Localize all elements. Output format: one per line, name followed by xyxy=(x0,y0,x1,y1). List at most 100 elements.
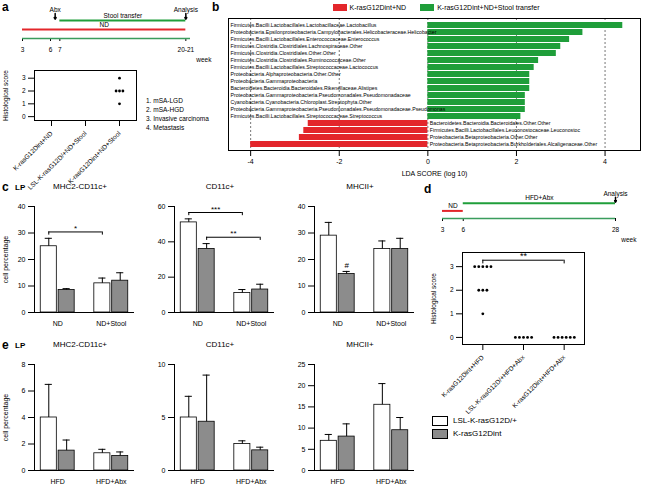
svg-text:HFD: HFD xyxy=(331,478,345,485)
svg-text:15: 15 xyxy=(298,403,306,410)
svg-text:week: week xyxy=(620,236,637,243)
svg-text:20: 20 xyxy=(298,256,306,263)
svg-text:ND+Stool: ND+Stool xyxy=(236,320,267,327)
svg-text:10: 10 xyxy=(298,424,306,431)
svg-text:8: 8 xyxy=(22,361,26,368)
svg-text:Analysis: Analysis xyxy=(174,6,199,14)
svg-text:Histological score: Histological score xyxy=(430,273,438,324)
svg-text:0: 0 xyxy=(162,309,166,316)
svg-text:5: 5 xyxy=(162,414,166,421)
svg-text:0: 0 xyxy=(450,334,454,341)
svg-text:3: 3 xyxy=(22,74,26,81)
svg-text:1: 1 xyxy=(450,310,454,317)
svg-text:0: 0 xyxy=(302,467,306,474)
svg-text:Proteobacteria.Gammaproteobact: Proteobacteria.Gammaproteobacteria.Pseud… xyxy=(231,92,411,98)
svg-text:40: 40 xyxy=(18,203,26,210)
svg-text:#: # xyxy=(344,261,349,270)
svg-text:4: 4 xyxy=(22,414,26,421)
svg-text:Firmicutes.Bacilli.Lactobacill: Firmicutes.Bacilli.Lactobacillales.Enter… xyxy=(231,36,380,42)
svg-text:HFD+Abx: HFD+Abx xyxy=(236,478,267,485)
svg-text:4: 4 xyxy=(603,158,607,165)
svg-text:5: 5 xyxy=(302,446,306,453)
svg-text:*: * xyxy=(74,224,77,233)
svg-text:ND: ND xyxy=(53,320,63,327)
svg-text:LDA SCORE (log 10): LDA SCORE (log 10) xyxy=(402,170,468,178)
svg-text:0: 0 xyxy=(162,467,166,474)
svg-text:HFD: HFD xyxy=(51,478,65,485)
svg-text:Proteobacteria.Alphaproteobact: Proteobacteria.Alphaproteobacteria.Other… xyxy=(231,71,341,77)
svg-text:30: 30 xyxy=(298,229,306,236)
svg-text:Analysis: Analysis xyxy=(603,190,628,198)
svg-text:Proteobacteria.Gammaproteobact: Proteobacteria.Gammaproteobacteria.Pseud… xyxy=(231,106,446,112)
svg-text:10: 10 xyxy=(18,282,26,289)
svg-text:***: *** xyxy=(211,205,220,214)
svg-text:Cyanobacteria.Cyanobacteria.Ch: Cyanobacteria.Cyanobacteria.Chloroplast.… xyxy=(231,99,373,105)
svg-text:Histological score: Histological score xyxy=(2,70,10,121)
svg-text:ND: ND xyxy=(448,202,458,209)
svg-text:25: 25 xyxy=(298,361,306,368)
svg-text:HFD: HFD xyxy=(191,478,205,485)
svg-text:-4: -4 xyxy=(248,158,254,165)
svg-text:cell percentage: cell percentage xyxy=(2,394,10,442)
svg-text:ND: ND xyxy=(333,320,343,327)
svg-text:ND+Stool: ND+Stool xyxy=(376,320,407,327)
svg-text:28: 28 xyxy=(612,226,620,233)
svg-text:Bacteroidetes.Bacteroidia.Bact: Bacteroidetes.Bacteroidia.Bacteroidales.… xyxy=(430,120,551,126)
svg-text:2: 2 xyxy=(22,87,26,94)
svg-text:cell percentage: cell percentage xyxy=(2,236,10,284)
svg-text:Proteobacteria.Gammaproteobact: Proteobacteria.Gammaproteobacteria xyxy=(231,78,318,84)
svg-text:Proteobacteria.Epsilonproteoba: Proteobacteria.Epsilonproteobacteria.Cam… xyxy=(231,29,437,35)
svg-text:40: 40 xyxy=(158,238,166,245)
svg-text:0: 0 xyxy=(22,309,26,316)
svg-text:20-21: 20-21 xyxy=(178,46,195,53)
svg-text:-2: -2 xyxy=(336,158,342,165)
svg-text:6: 6 xyxy=(49,46,53,53)
svg-text:ND: ND xyxy=(193,320,203,327)
svg-text:LSL-K-rasG12D/+ND+Stool: LSL-K-rasG12D/+ND+Stool xyxy=(26,129,88,191)
svg-text:Abx: Abx xyxy=(50,6,62,13)
svg-text:Firmicutes.Clostridia.Clostrid: Firmicutes.Clostridia.Clostridiales.Othe… xyxy=(231,50,336,56)
svg-text:10: 10 xyxy=(158,361,166,368)
svg-text:3: 3 xyxy=(21,46,25,53)
svg-text:ND: ND xyxy=(99,21,109,28)
svg-text:20: 20 xyxy=(298,382,306,389)
svg-text:K-rasG12Dint+ND+Stool: K-rasG12Dint+ND+Stool xyxy=(66,129,122,185)
svg-text:20: 20 xyxy=(158,273,166,280)
svg-text:6: 6 xyxy=(461,226,465,233)
svg-text:0: 0 xyxy=(22,113,26,120)
svg-text:**: ** xyxy=(520,251,528,261)
svg-text:Firmicutes.Clostridia.Clostrid: Firmicutes.Clostridia.Clostridiales.Rumi… xyxy=(231,57,366,63)
svg-text:20: 20 xyxy=(18,256,26,263)
svg-text:3: 3 xyxy=(441,226,445,233)
svg-text:Firmicutes.Bacilli.Lactobacill: Firmicutes.Bacilli.Lactobacillales.Lacto… xyxy=(231,22,377,28)
svg-text:3: 3 xyxy=(450,263,454,270)
svg-text:ND+Stool: ND+Stool xyxy=(96,320,127,327)
svg-text:1: 1 xyxy=(22,100,26,107)
svg-text:0: 0 xyxy=(302,309,306,316)
svg-text:0: 0 xyxy=(22,467,26,474)
svg-text:30: 30 xyxy=(18,229,26,236)
svg-text:10: 10 xyxy=(298,282,306,289)
svg-text:Firmicutes.Bacilli.Lactobacill: Firmicutes.Bacilli.Lactobacillales.Leuco… xyxy=(430,127,581,133)
svg-text:7: 7 xyxy=(58,46,62,53)
svg-text:Stool transfer: Stool transfer xyxy=(103,12,142,19)
svg-text:2: 2 xyxy=(515,158,519,165)
svg-text:Firmicutes.Clostridia.Clostrid: Firmicutes.Clostridia.Clostridiales.Lach… xyxy=(231,43,363,49)
svg-text:40: 40 xyxy=(298,203,306,210)
svg-text:Bacteroidetes.Bacteroidia.Bact: Bacteroidetes.Bacteroidia.Bacteroidales.… xyxy=(231,85,378,91)
svg-text:2: 2 xyxy=(22,440,26,447)
svg-text:0: 0 xyxy=(426,158,430,165)
svg-text:Proteobacteria.Betaproteobacte: Proteobacteria.Betaproteobacteria.Other.… xyxy=(430,134,538,140)
svg-text:60: 60 xyxy=(158,203,166,210)
svg-text:Proteobacteria.Betaproteobacte: Proteobacteria.Betaproteobacteria.Burkho… xyxy=(430,141,598,147)
svg-text:K-rasG12Dint+HFD: K-rasG12Dint+HFD xyxy=(440,353,485,398)
svg-text:HFD+Abx: HFD+Abx xyxy=(96,478,127,485)
svg-text:HFD+Abx: HFD+Abx xyxy=(525,194,554,201)
svg-text:Firmicutes.Bacilli.Lactobacill: Firmicutes.Bacilli.Lactobacillales.Strep… xyxy=(231,113,383,119)
svg-text:week: week xyxy=(195,56,212,63)
svg-text:HFD+Abx: HFD+Abx xyxy=(376,478,407,485)
svg-text:6: 6 xyxy=(22,387,26,394)
svg-text:2: 2 xyxy=(450,286,454,293)
svg-text:Firmicutes.Bacilli.Lactobacill: Firmicutes.Bacilli.Lactobacillales.Strep… xyxy=(231,64,379,70)
svg-text:K-rasG12Dint+HFD+Abx: K-rasG12Dint+HFD+Abx xyxy=(511,353,567,409)
